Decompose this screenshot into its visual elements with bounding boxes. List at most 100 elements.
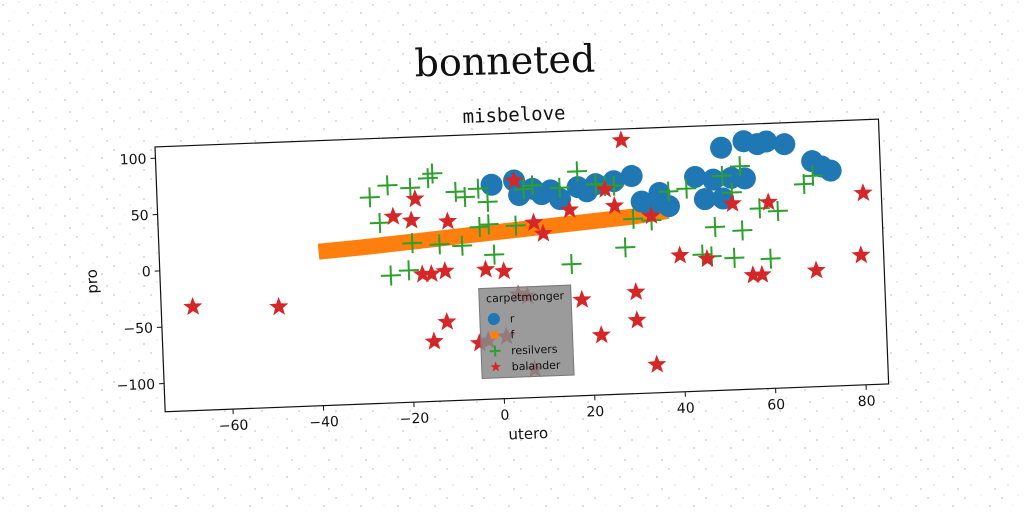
series-balander-point [806,260,826,279]
legend-marker-balander [490,361,501,372]
x-tick-label: 0 [500,408,510,424]
series-balander-point [421,264,441,283]
series-balander-point [752,264,772,284]
series-balander-point [401,210,421,229]
series-balander-point [605,196,624,215]
x-tick-label: −20 [399,411,429,428]
legend-title: carpetmonger [486,289,565,305]
series-r-point [657,195,680,218]
x-tick-label: 80 [857,393,875,410]
series-balander-point [435,261,455,280]
series-r-point [702,168,725,191]
series-balander-point [670,245,690,264]
series-balander-point [627,310,647,329]
marks-layer [183,130,873,378]
series-balander-point [626,282,646,301]
x-tick-label: 60 [767,397,785,414]
series-balander-point [383,206,403,226]
series-resilvers-point [402,233,423,254]
series-resilvers-point [359,187,380,208]
series-resilvers-point [422,163,443,184]
series-resilvers-point [692,244,713,265]
series-resilvers-point [429,234,450,255]
series-r-point [693,188,716,211]
series-balander-point [758,192,778,211]
series-resilvers-point [549,177,570,198]
x-tick-label: 20 [586,404,604,421]
series-resilvers-point [484,244,505,265]
series-resilvers-point [802,165,823,186]
series-balander-point [647,354,667,373]
series-resilvers-point [505,215,526,236]
series-resilvers-point [468,178,489,199]
series-balander-point [595,179,615,198]
series-resilvers-point [724,247,745,268]
series-resilvers-point [567,161,588,182]
series-resilvers-point [478,214,499,235]
series-resilvers-point [417,168,438,189]
series-balander-point [494,261,514,280]
series-resilvers-point [729,156,750,177]
legend-label-resilvers: resilvers [511,343,558,358]
series-resilvers-point [452,235,473,256]
series-resilvers-point [377,175,398,196]
series-balander-point [853,183,873,202]
series-balander-point [697,248,717,268]
series-r-point [773,133,796,156]
series-balander-point [722,193,742,213]
series-resilvers-point [369,212,390,233]
x-axis-label: utero [508,424,548,444]
series-resilvers-point [767,200,788,222]
y-tick-label: 0 [142,264,152,280]
legend-marker-resilvers [489,345,501,357]
legend-label-f: f [510,328,515,341]
legend-marker-r [487,312,500,326]
series-r-point [819,159,842,182]
y-tick-label: 50 [131,208,149,225]
series-balander-point [476,259,496,278]
ticks-layer: −60 −40 −20 0 20 40 60 80 −100 −50 0 50 100 [116,152,875,435]
x-tick-label: 40 [677,400,695,417]
series-balander-point [438,211,458,230]
series-resilvers-point [615,237,636,258]
series-f-band [317,202,670,260]
legend-label-balander: balander [511,359,561,374]
series-resilvers-point [469,216,490,238]
chart-title: misbelove [462,102,566,128]
series-balander-point [641,205,661,225]
legend-box [478,284,575,380]
series-resilvers-point [793,174,815,195]
y-tick-label: 100 [119,152,146,169]
series-resilvers-point [712,165,733,186]
series-resilvers-point [445,181,466,202]
series-r-point [755,130,778,153]
series-balander-point [572,289,592,309]
plot-area-group: misbelove −60 −40 −20 0 20 40 60 80 −100 −50 0 50 10… [83,102,890,444]
series-balander-point [269,296,289,316]
legend-label-r: r [510,312,515,325]
y-tick-label: −50 [123,321,153,338]
y-tick-label: −100 [116,377,155,394]
series-r-point [620,165,643,188]
series-balander-point [611,130,631,149]
series-balander-point [437,311,457,331]
series-resilvers-point [760,248,781,269]
series-balander-point [183,296,203,316]
x-tick-label: −40 [309,414,339,431]
series-resilvers-point [676,178,697,199]
series-balander-point [504,170,524,189]
series-resilvers-point [454,187,475,208]
series-resilvers-point [623,208,644,229]
series-resilvers-point [561,254,582,275]
series-balander-point [405,188,425,208]
series-resilvers-point [732,220,753,241]
legend-marker-f [490,331,499,340]
series-balander-point [559,199,579,219]
series-balander-point [524,212,544,231]
y-axis-label: pro [83,269,102,294]
series-balander-point [591,325,611,344]
series-resilvers-point [380,265,401,286]
series-r-point [710,136,733,159]
